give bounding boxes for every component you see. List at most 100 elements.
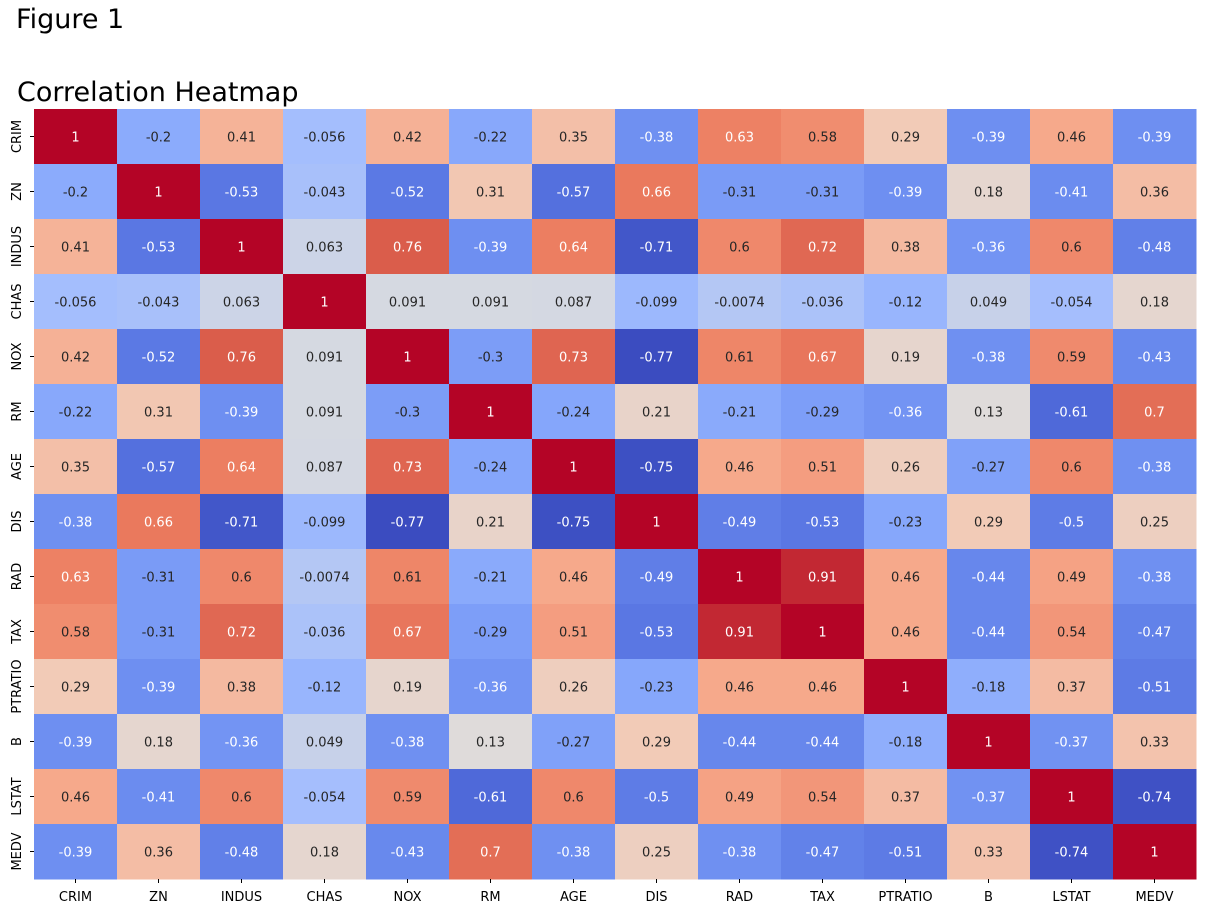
cell-value-label: 0.91 [808,571,837,586]
y-tick-label: PTRATIO [10,659,25,713]
cell-value-label: -0.31 [142,571,176,586]
heatmap-cell-age-nox [366,439,450,495]
cell-value-label: -0.77 [640,351,674,366]
heatmap-cell-zn-age [532,164,616,220]
cell-value-label: -0.2 [63,186,88,201]
cell-value-label: -0.5 [1059,516,1084,531]
heatmap-cell-rm-chas [283,384,367,440]
cell-value-label: 0.64 [227,461,256,476]
cell-value-label: -0.47 [1138,626,1172,641]
heatmap-cell-crim-rad [698,109,782,165]
cell-value-label: 0.73 [393,461,422,476]
heatmap-cell-dis-age [532,494,616,550]
heatmap-cell-nox-chas [283,329,367,385]
cell-value-label: -0.37 [1055,736,1089,751]
cell-value-label: -0.61 [1055,406,1089,421]
cell-value-label: 0.54 [808,791,837,806]
heatmap-cell-medv-dis [615,824,699,880]
cell-value-label: -0.23 [640,681,674,696]
cell-value-label: 0.58 [61,626,90,641]
heatmap-cell-nox-indus [200,329,284,385]
cell-value-label: 1 [1067,791,1075,806]
heatmap-cell-rad-rad [698,549,782,605]
heatmap-cell-dis-medv [1113,494,1197,550]
cell-value-label: 0.49 [1057,571,1086,586]
x-tick-label: RAD [726,890,753,905]
cell-value-label: 0.19 [393,681,422,696]
heatmap-cell-tax-b [947,604,1031,660]
heatmap-cell-rad-crim [34,549,118,605]
heatmap-cell-dis-crim [34,494,118,550]
heatmap-cell-medv-chas [283,824,367,880]
heatmap-cell-zn-rad [698,164,782,220]
cell-value-label: 0.6 [729,241,750,256]
cell-value-label: 0.38 [227,681,256,696]
heatmap-cell-medv-ptratio [864,824,948,880]
cell-value-label: -0.51 [889,846,923,861]
cell-value-label: -0.036 [802,296,844,311]
cell-value-label: -0.75 [640,461,674,476]
cell-value-label: -0.036 [304,626,346,641]
cell-value-label: 0.7 [480,846,501,861]
heatmap-cell-rad-ptratio [864,549,948,605]
cell-value-label: -0.71 [225,516,259,531]
heatmap-cell-lstat-crim [34,769,118,825]
cell-value-label: 0.29 [891,131,920,146]
cell-value-label: -0.0074 [299,571,349,586]
heatmap-cell-tax-rm [449,604,533,660]
cell-value-label: 0.49 [725,791,754,806]
heatmap-cell-zn-indus [200,164,284,220]
y-tick-label: DIS [10,510,25,532]
cell-value-label: 1 [984,736,992,751]
heatmap-cell-crim-medv [1113,109,1197,165]
heatmap-cell-indus-tax [781,219,865,275]
cell-value-label: 0.18 [144,736,173,751]
heatmap-cell-rm-crim [34,384,118,440]
cell-value-label: -0.24 [557,406,591,421]
cell-value-label: -0.5 [644,791,669,806]
heatmap-cell-crim-lstat [1030,109,1114,165]
cell-value-label: -0.61 [474,791,508,806]
cell-value-label: -0.3 [478,351,503,366]
cell-value-label: -0.18 [889,736,923,751]
heatmap-cell-ptratio-indus [200,659,284,715]
heatmap-cell-zn-tax [781,164,865,220]
cell-value-label: 0.41 [61,241,90,256]
cell-value-label: -0.53 [806,516,840,531]
cell-value-label: -0.36 [225,736,259,751]
cell-value-label: 0.42 [61,351,90,366]
heatmap-cell-b-nox [366,714,450,770]
cell-value-label: 0.51 [559,626,588,641]
cell-value-label: 0.091 [472,296,509,311]
cell-value-label: 0.29 [61,681,90,696]
heatmap-cell-rm-dis [615,384,699,440]
heatmap-cell-medv-nox [366,824,450,880]
cell-value-label: 0.6 [563,791,584,806]
cell-value-label: 1 [154,186,162,201]
heatmap-cell-zn-chas [283,164,367,220]
heatmap-cell-age-age [532,439,616,495]
cell-value-label: 0.063 [223,296,260,311]
cell-value-label: -0.57 [142,461,176,476]
cell-value-label: 0.67 [808,351,837,366]
heatmap-cell-crim-nox [366,109,450,165]
cell-value-label: 0.29 [974,516,1003,531]
cell-value-label: 0.6 [231,571,252,586]
heatmap-cell-ptratio-rm [449,659,533,715]
heatmap-cell-age-lstat [1030,439,1114,495]
x-tick-label: CHAS [307,890,343,905]
heatmap-cell-dis-dis [615,494,699,550]
x-tick-label: B [984,890,993,905]
heatmap-cell-dis-ptratio [864,494,948,550]
cell-value-label: -0.36 [972,241,1006,256]
cell-value-label: -0.24 [474,461,508,476]
heatmap-cell-zn-lstat [1030,164,1114,220]
cell-value-label: 0.091 [306,406,343,421]
heatmap-cell-nox-rad [698,329,782,385]
cell-value-label: 0.13 [476,736,505,751]
cell-value-label: -0.12 [308,681,342,696]
heatmap-cell-b-crim [34,714,118,770]
cell-value-label: 0.21 [642,406,671,421]
heatmap-cell-rm-zn [117,384,201,440]
heatmap-cell-indus-zn [117,219,201,275]
